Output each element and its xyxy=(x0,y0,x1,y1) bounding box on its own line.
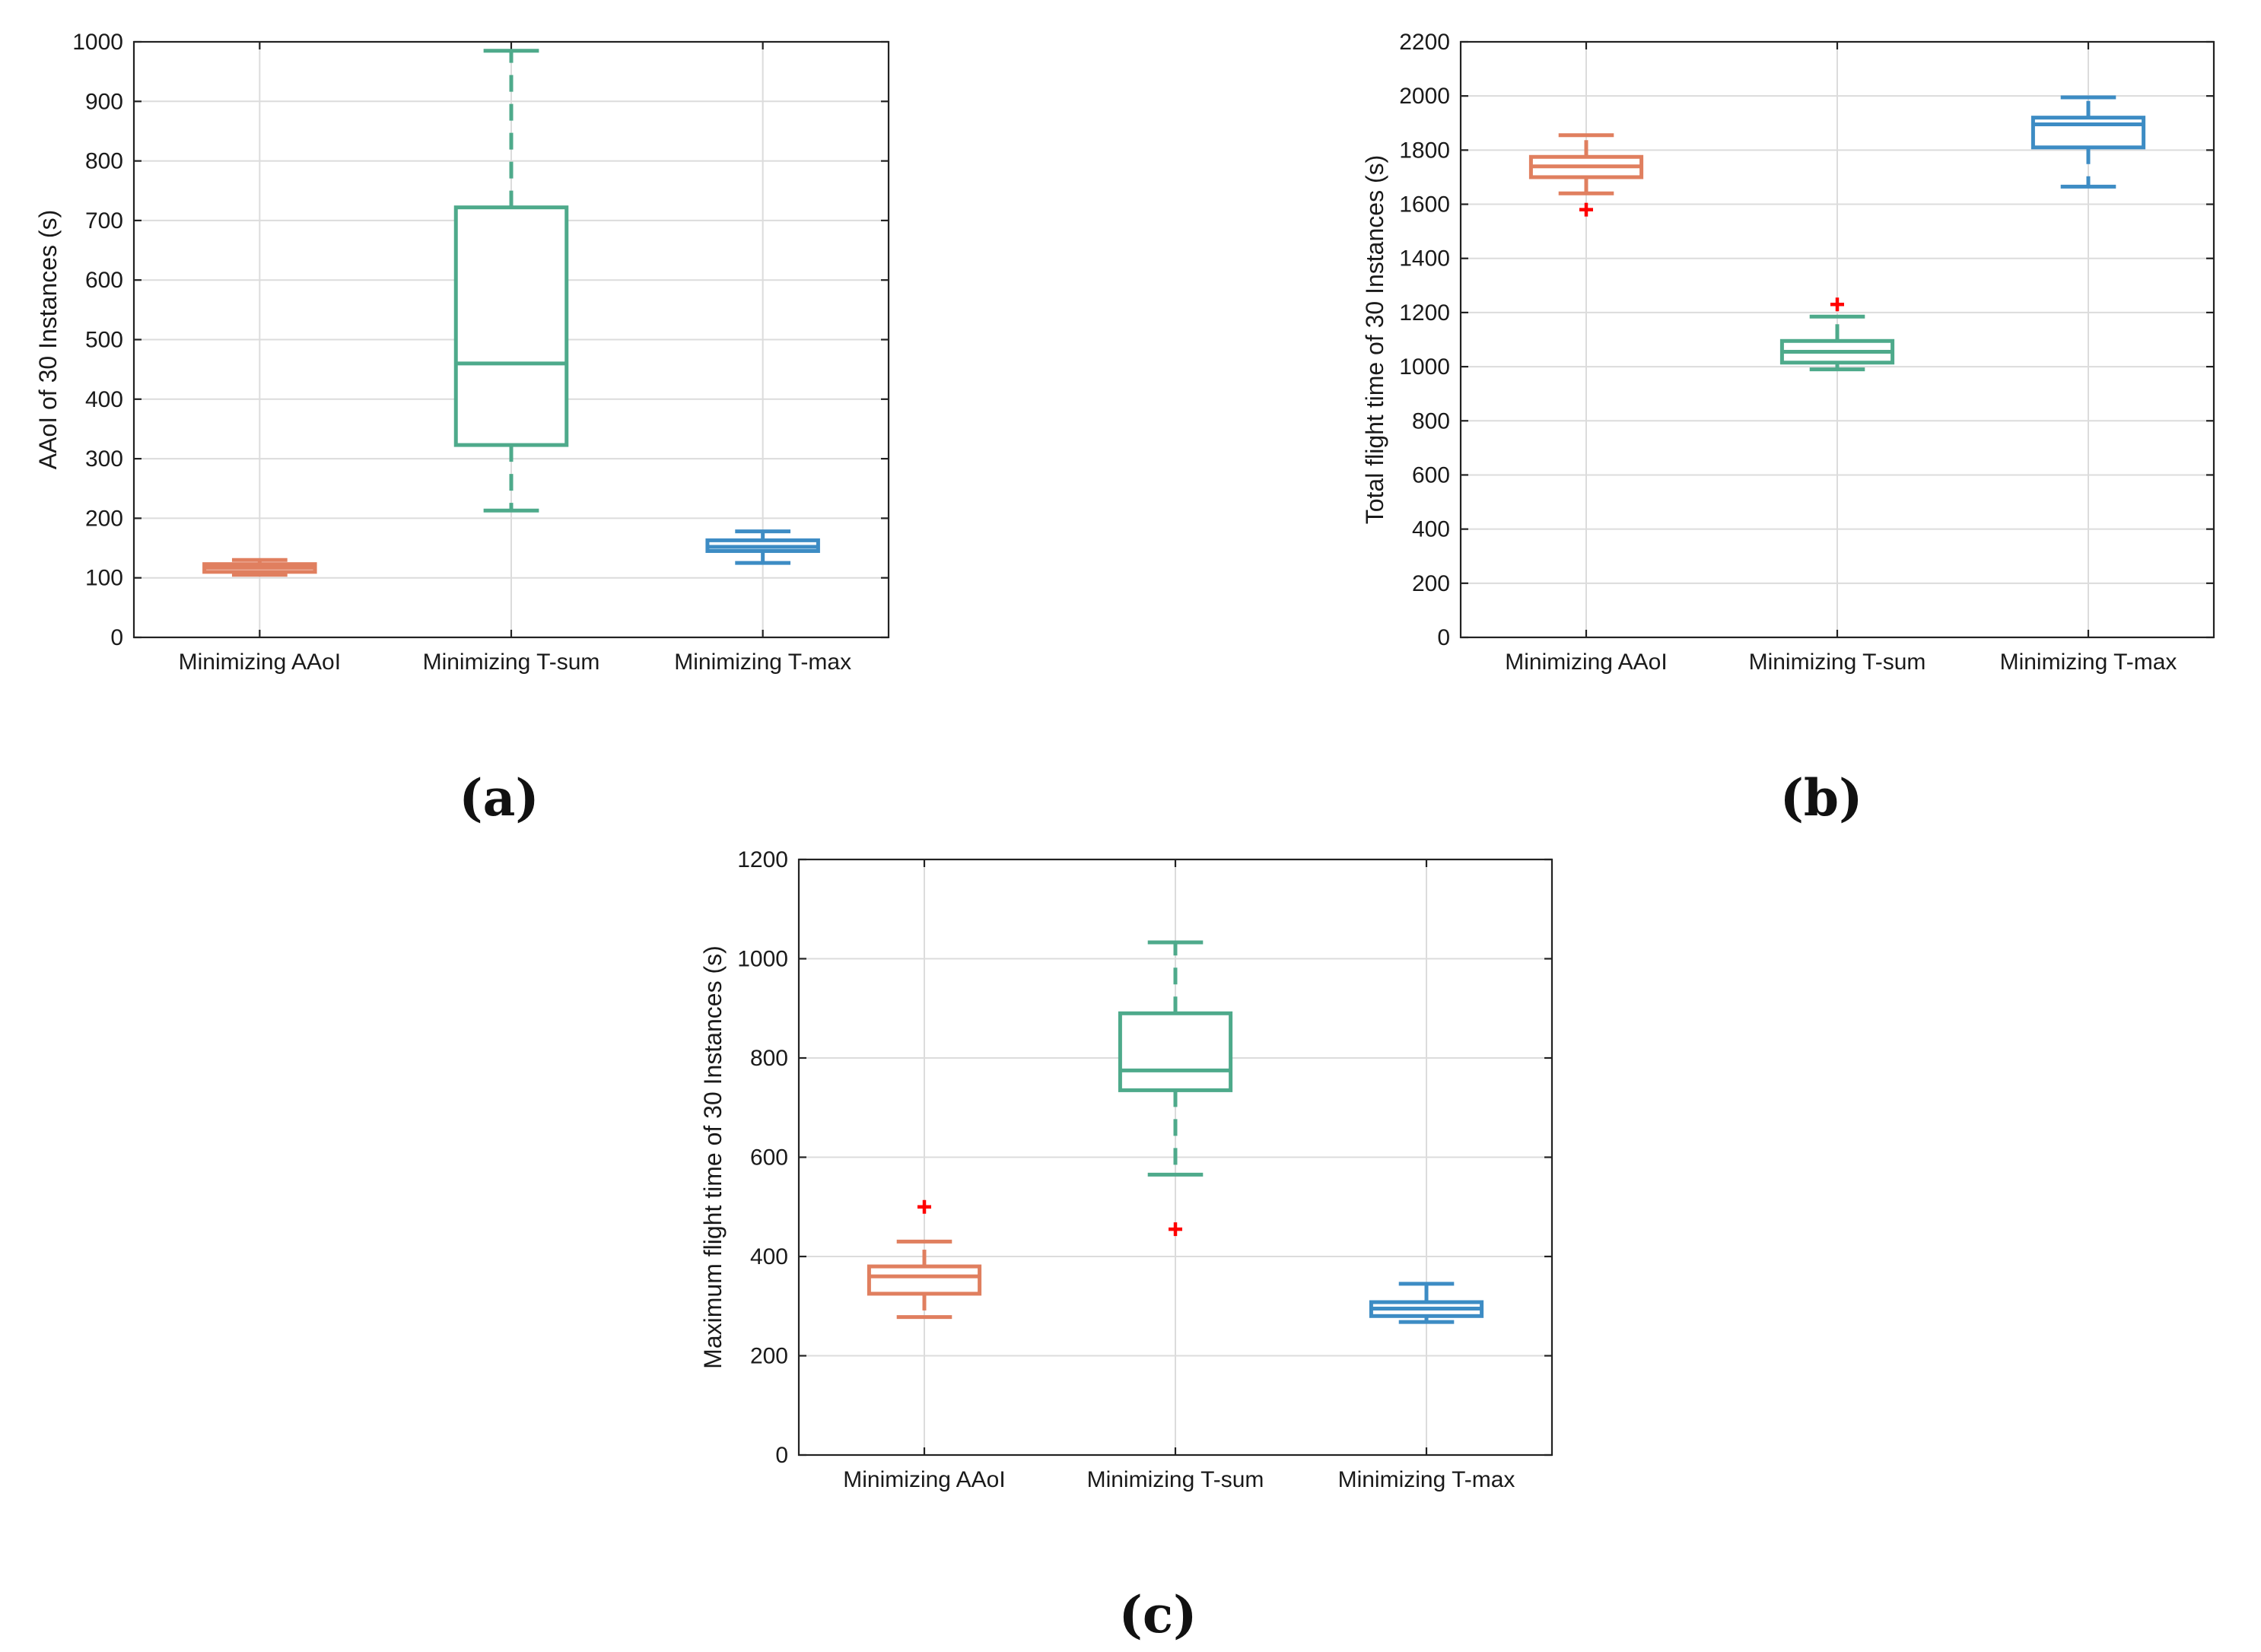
y-tick-label: 600 xyxy=(85,268,123,293)
box-minimizing-aaoi-outlier xyxy=(917,1199,931,1214)
y-tick-label: 900 xyxy=(85,89,123,114)
y-tick-label: 1200 xyxy=(737,847,788,872)
y-axis-label: Total flight time of 30 Instances (s) xyxy=(1361,155,1388,525)
y-tick-label: 1800 xyxy=(1399,138,1450,163)
chart-panel-c: 0 200 400 600 800 1000 1200 Minimizing AAoI Mini… xyxy=(699,847,1553,1492)
y-tick-label: 400 xyxy=(1412,517,1450,542)
x-tick-label-minimizing-aaoi: Minimizing AAoI xyxy=(843,1467,1005,1492)
y-tick-label: 700 xyxy=(85,208,123,234)
y-tick-label: 200 xyxy=(85,506,123,531)
y-tick-label: 2200 xyxy=(1399,30,1450,55)
y-tick-label: 1000 xyxy=(737,947,788,972)
box-minimizing-t-sum-outlier xyxy=(1169,1222,1182,1237)
panel-label-a: (a) xyxy=(459,768,539,828)
box-minimizing-t-sum-iqr xyxy=(1118,1011,1233,1092)
box-minimizing-t-sum-outlier xyxy=(1830,297,1844,312)
y-tick-label: 200 xyxy=(750,1344,788,1369)
y-tick-label: 300 xyxy=(85,446,123,472)
x-tick-label-minimizing-t-max: Minimizing T-max xyxy=(2000,650,2177,675)
y-tick-label: 1400 xyxy=(1399,246,1450,272)
x-tick-label-minimizing-t-sum: Minimizing T-sum xyxy=(1749,650,1926,675)
y-tick-label: 0 xyxy=(1437,625,1450,650)
y-tick-label: 600 xyxy=(1412,462,1450,488)
box-minimizing-aaoi xyxy=(1528,133,1644,217)
y-tick-label: 2000 xyxy=(1399,84,1450,109)
y-axis-label: AAoI of 30 Instances (s) xyxy=(34,210,62,470)
x-tick-label-minimizing-aaoi: Minimizing AAoI xyxy=(179,650,341,675)
chart-panel-a: 0 100 200 300 400 500 600 700 800 900 1000 Minimizi… xyxy=(34,30,890,675)
y-tick-label: 800 xyxy=(750,1046,788,1071)
y-tick-label: 400 xyxy=(85,387,123,412)
y-tick-label: 1000 xyxy=(72,30,123,55)
chart-panel-b: 0 200 400 600 800 1000 1200 1400 1600 1800 2000 220… xyxy=(1361,30,2215,675)
panel-label-c: (c) xyxy=(1119,1585,1197,1644)
y-tick-label: 800 xyxy=(1412,408,1450,434)
y-axis-label: Maximum flight time of 30 Instances (s) xyxy=(699,945,727,1369)
x-tick-label-minimizing-t-sum: Minimizing T-sum xyxy=(423,650,600,675)
box-minimizing-t-sum xyxy=(1779,297,1895,372)
y-tick-label: 1200 xyxy=(1399,300,1450,326)
box-minimizing-t-max xyxy=(2030,95,2146,189)
box-minimizing-t-sum-iqr xyxy=(453,205,569,447)
x-tick-label-minimizing-t-max: Minimizing T-max xyxy=(674,650,851,675)
y-tick-label: 500 xyxy=(85,328,123,353)
box-minimizing-aaoi-outlier xyxy=(1579,202,1593,217)
box-minimizing-t-max xyxy=(705,529,820,565)
y-tick-label: 200 xyxy=(1412,571,1450,596)
box-minimizing-t-sum xyxy=(1118,940,1233,1237)
y-tick-label: 600 xyxy=(750,1145,788,1171)
x-tick-label-minimizing-t-sum: Minimizing T-sum xyxy=(1087,1467,1264,1492)
box-minimizing-aaoi xyxy=(202,558,317,577)
y-tick-label: 800 xyxy=(85,149,123,174)
x-tick-label-minimizing-t-max: Minimizing T-max xyxy=(1338,1467,1515,1492)
box-minimizing-t-max-iqr xyxy=(2030,116,2146,150)
box-minimizing-aaoi xyxy=(867,1199,982,1320)
box-minimizing-aaoi-iqr xyxy=(867,1264,982,1296)
x-tick-label-minimizing-aaoi: Minimizing AAoI xyxy=(1505,650,1667,675)
y-tick-label: 400 xyxy=(750,1244,788,1269)
box-minimizing-t-sum xyxy=(453,49,569,513)
panel-label-b: (b) xyxy=(1780,768,1863,828)
y-tick-label: 1000 xyxy=(1399,354,1450,380)
box-minimizing-t-max xyxy=(1369,1282,1484,1324)
y-tick-label: 0 xyxy=(110,625,123,650)
y-tick-label: 1600 xyxy=(1399,192,1450,218)
y-tick-label: 0 xyxy=(775,1443,788,1468)
y-tick-label: 100 xyxy=(85,566,123,591)
